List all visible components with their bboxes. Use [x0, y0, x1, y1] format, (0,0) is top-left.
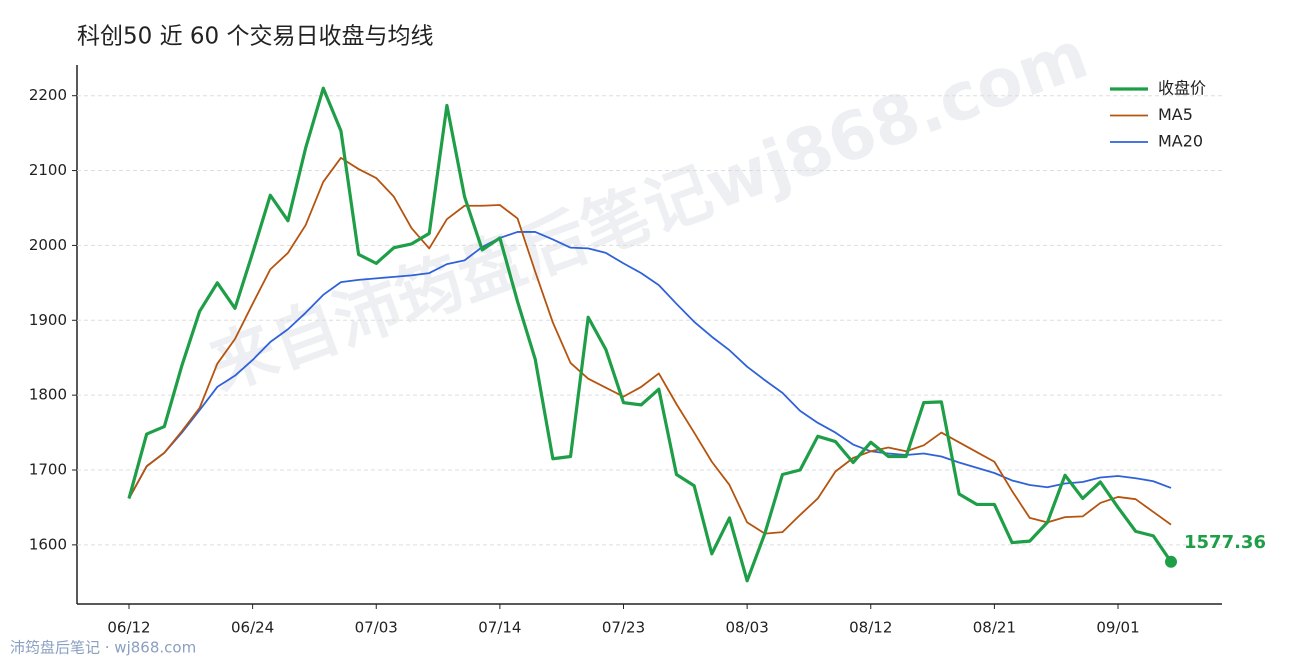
last-value-label: 1577.36 [1184, 532, 1266, 553]
y-tick-label: 1900 [29, 311, 67, 329]
x-tick-label: 08/03 [726, 619, 769, 637]
y-tick-label: 1800 [29, 386, 67, 404]
x-tick-label: 07/14 [478, 619, 521, 637]
x-tick-label: 08/21 [973, 619, 1016, 637]
x-tick-label: 06/24 [231, 619, 274, 637]
y-tick-label: 1600 [29, 535, 67, 553]
series-line [127, 86, 1173, 583]
x-tick-label: 07/03 [355, 619, 398, 637]
legend-label: 收盘价 [1158, 79, 1206, 98]
legend-label: MA5 [1158, 105, 1193, 124]
series-line [128, 156, 1172, 535]
y-tick-label: 1700 [29, 460, 67, 478]
footer: 沛筠盘后笔记 · wj868.com [10, 639, 196, 657]
last-point [1165, 555, 1177, 568]
legend-label: MA20 [1158, 132, 1203, 151]
series-line [128, 231, 1172, 499]
y-tick-label: 2100 [29, 161, 67, 179]
x-tick-label: 06/12 [107, 619, 150, 637]
y-tick-label: 2000 [29, 236, 67, 254]
y-tick-label: 2200 [29, 86, 67, 104]
chart-title: 科创50 近 60 个交易日收盘与均线 [77, 24, 433, 50]
watermark: 来自沛筠盘后笔记wj868.com [199, 16, 1097, 406]
x-tick-label: 09/01 [1096, 619, 1139, 637]
x-tick-label: 07/23 [602, 619, 645, 637]
x-tick-label: 08/12 [849, 619, 892, 637]
